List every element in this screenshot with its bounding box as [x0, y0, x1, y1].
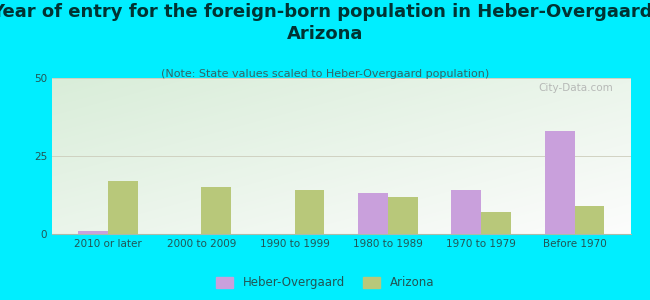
Text: Year of entry for the foreign-born population in Heber-Overgaard,
Arizona: Year of entry for the foreign-born popul… [0, 3, 650, 43]
Bar [481, 212, 511, 234]
Bar [202, 187, 231, 234]
Text: (Note: State values scaled to Heber-Overgaard population): (Note: State values scaled to Heber-Over… [161, 69, 489, 79]
Bar [358, 194, 388, 234]
Bar [545, 131, 575, 234]
Bar [388, 196, 418, 234]
Bar [575, 206, 604, 234]
Bar [108, 181, 138, 234]
Legend: Heber-Overgaard, Arizona: Heber-Overgaard, Arizona [211, 272, 439, 294]
Text: City-Data.com: City-Data.com [538, 83, 613, 93]
Bar [294, 190, 324, 234]
Bar [78, 231, 108, 234]
Bar [451, 190, 481, 234]
